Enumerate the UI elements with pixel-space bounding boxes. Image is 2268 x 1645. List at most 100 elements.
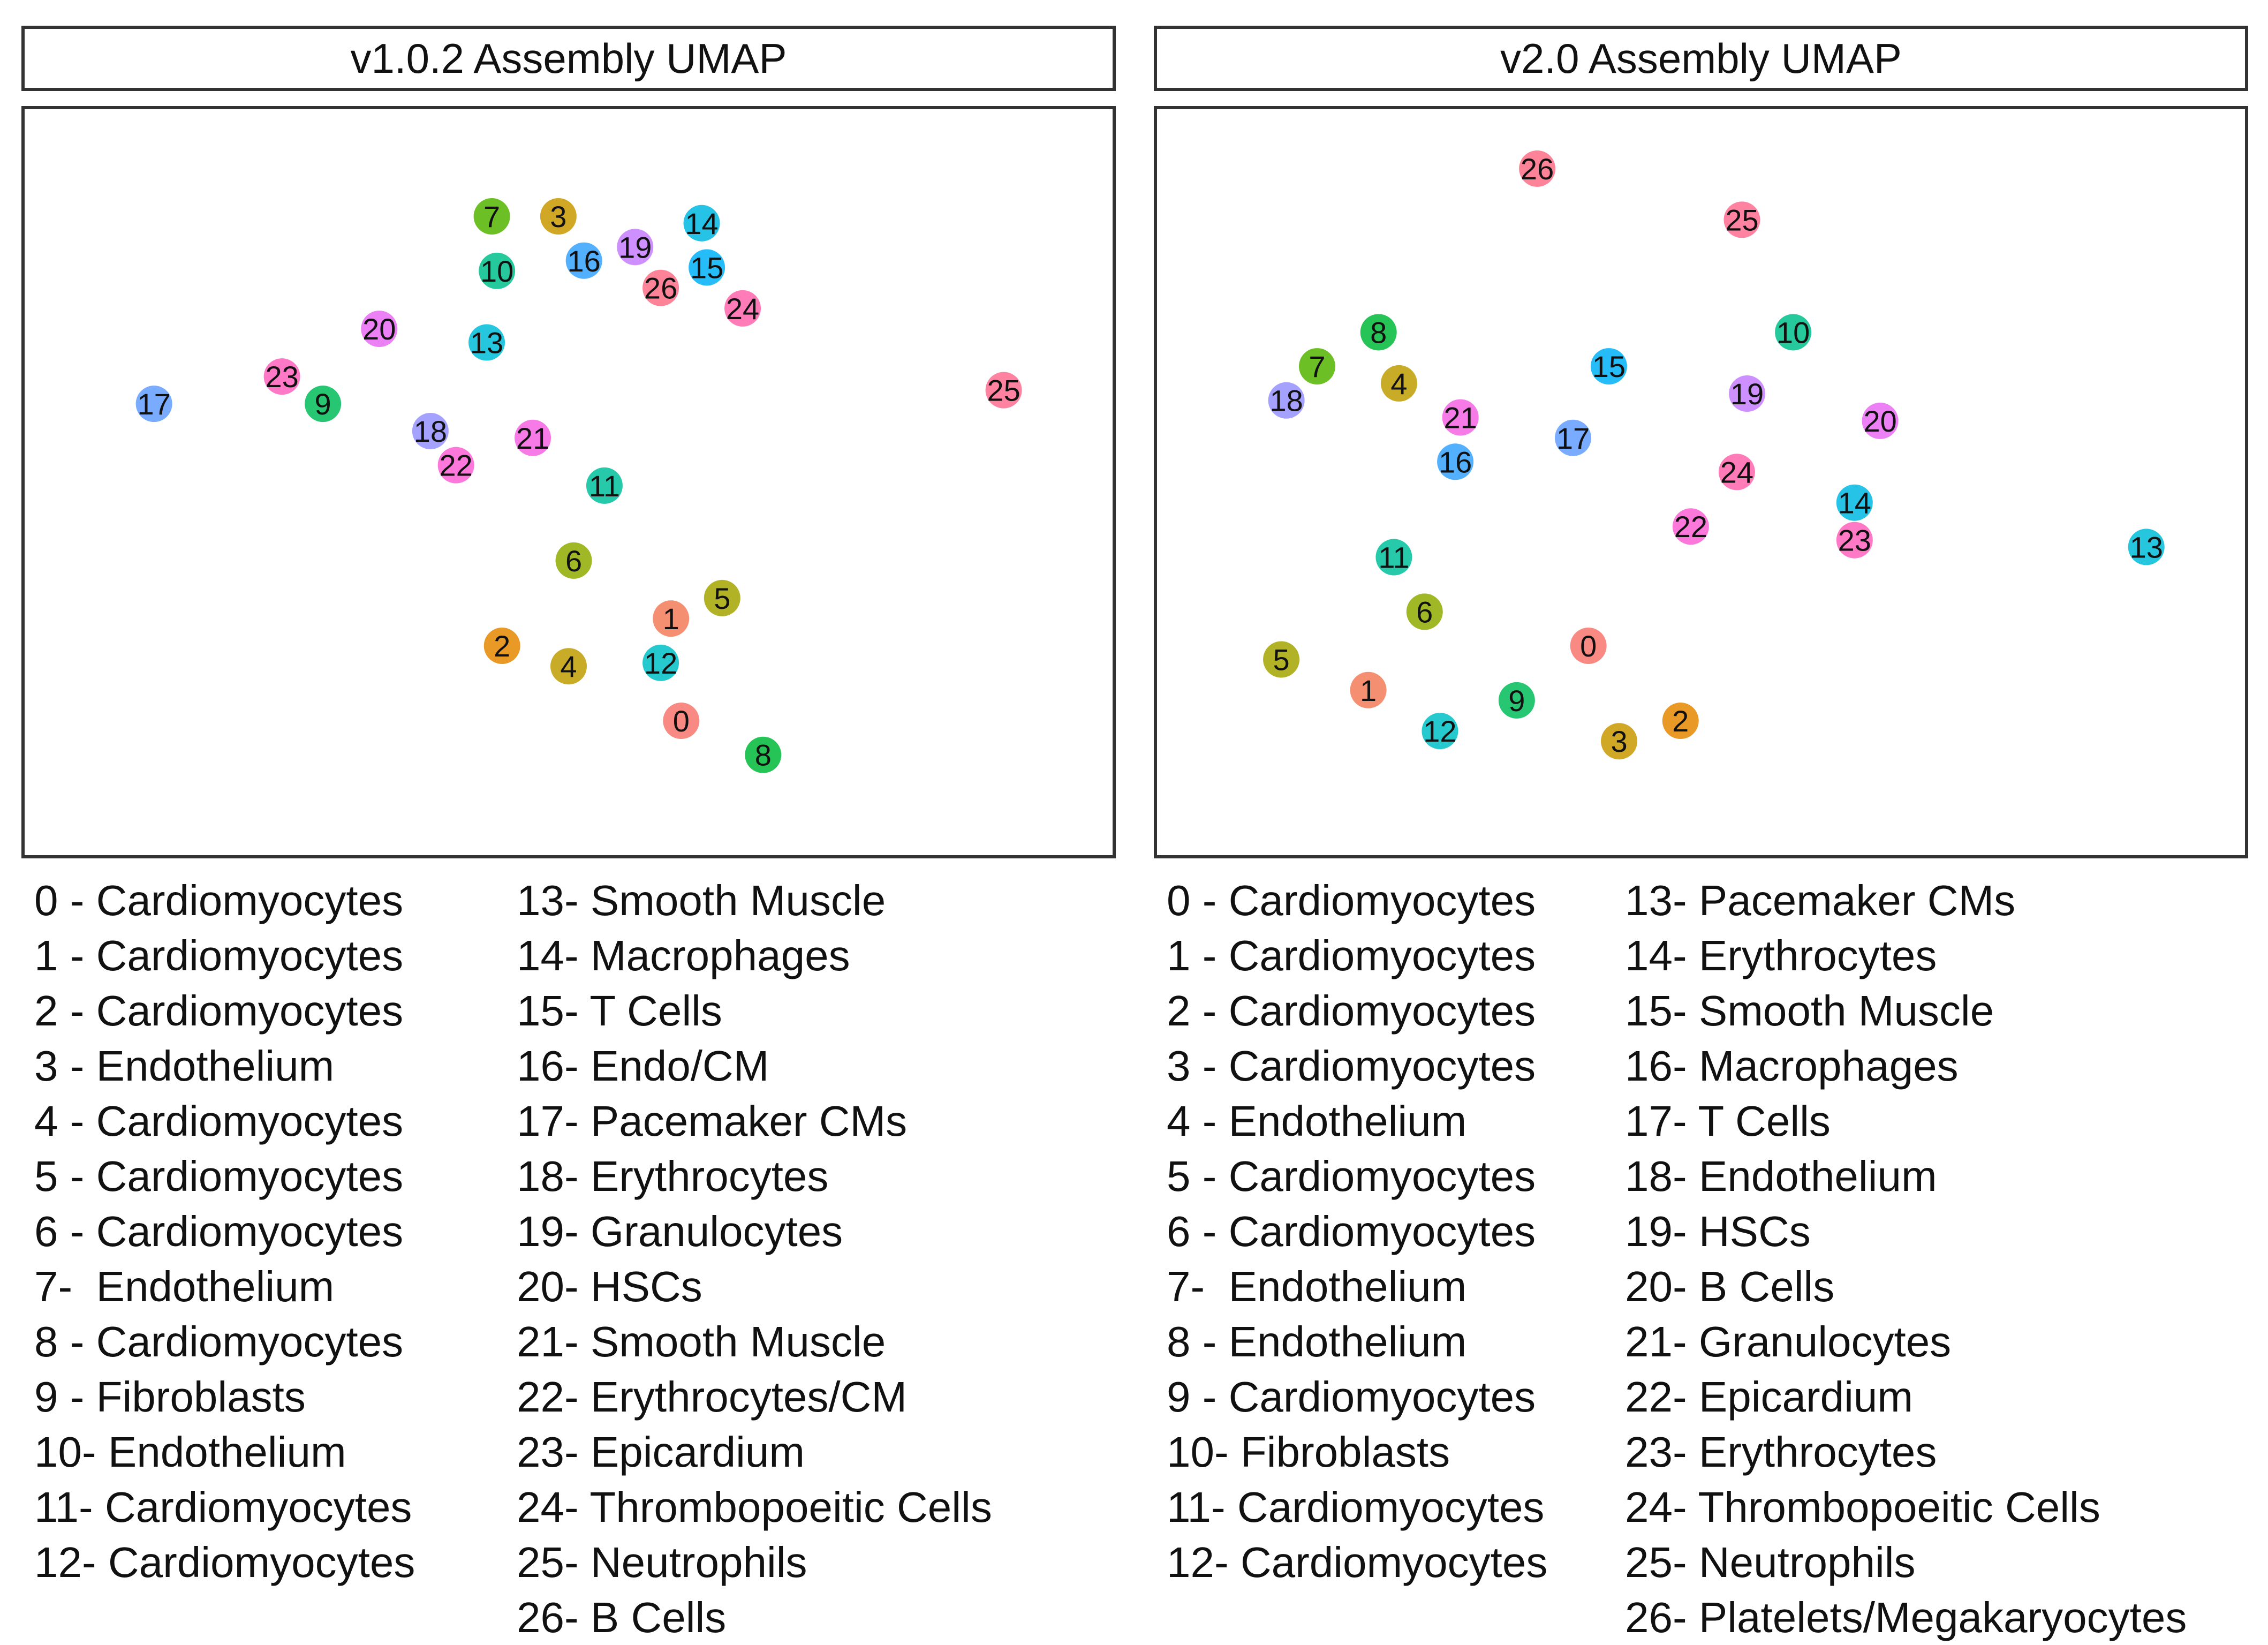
cluster-label: 16 [1439, 445, 1472, 479]
legend-entry: 3 - Endothelium [34, 1042, 335, 1090]
cluster-label: 21 [516, 421, 549, 455]
cluster-label: 22 [1674, 510, 1707, 544]
cluster-point [468, 324, 505, 361]
cluster-point [1360, 314, 1397, 351]
cluster-point [473, 198, 510, 235]
cluster-point [617, 229, 654, 266]
legend-entry: 7- Endothelium [34, 1263, 335, 1310]
legend-entry: 3 - Cardiomyocytes [1167, 1042, 1536, 1090]
cluster-point [135, 386, 172, 422]
legend-column-2: 13- Smooth Muscle 14- Macrophages 15- T … [517, 873, 992, 1645]
cluster-label: 17 [1556, 421, 1590, 455]
legend-entry: 23- Erythrocytes [1625, 1428, 1937, 1476]
cluster-label: 13 [470, 326, 503, 360]
cluster-label: 18 [1269, 384, 1303, 418]
legend-entry: 22- Epicardium [1625, 1373, 1914, 1421]
legend-entry: 11- Cardiomyocytes [1167, 1483, 1545, 1531]
umap-scatter-v1: 0123456789101112131415161718192021222324… [135, 198, 1022, 773]
cluster-point [263, 358, 300, 395]
legend-entry: 14- Erythrocytes [1625, 932, 1937, 979]
legend-entry: 12- Cardiomyocytes [34, 1538, 415, 1586]
cluster-label: 23 [1838, 524, 1871, 557]
cluster-label: 15 [1592, 350, 1626, 383]
legend-column-1: 0 - Cardiomyocytes 1 - Cardiomyocytes 2 … [1167, 873, 1547, 1590]
cluster-label: 11 [589, 469, 620, 503]
cluster-label: 10 [480, 254, 513, 288]
cluster-point [1723, 201, 1760, 238]
cluster-point [305, 386, 342, 422]
legend-column-1: 0 - Cardiomyocytes 1 - Cardiomyocytes 2 … [34, 873, 415, 1590]
cluster-point [642, 269, 679, 306]
cluster-point [555, 542, 592, 579]
umap-plot-area: 0 1 2 3 4 5 6 7 8 9 10 11 12 13 14 15 16 17 18 19 20 21 22 23 24… [1154, 106, 2248, 858]
cluster-label: 5 [714, 582, 730, 615]
legend-entry: 4 - Cardiomyocytes [34, 1097, 404, 1145]
cluster-point [689, 249, 725, 286]
legend-entry: 23- Epicardium [517, 1428, 805, 1476]
legend-entry: 14- Macrophages [517, 932, 850, 979]
cluster-label: 12 [1423, 714, 1456, 748]
cluster-point [1299, 348, 1335, 385]
cluster-point [550, 648, 587, 685]
cluster-label: 2 [494, 629, 510, 663]
legend-column-2: 13- Pacemaker CMs 14- Erythrocytes 15- S… [1625, 873, 2187, 1645]
cluster-label: 12 [644, 646, 677, 680]
cluster-label: 21 [1444, 401, 1477, 435]
legend-entry: 18- Endothelium [1625, 1152, 1937, 1200]
cluster-point [985, 372, 1022, 409]
cluster-point [1442, 399, 1479, 436]
cluster-point [724, 290, 761, 327]
cluster-point [704, 579, 740, 616]
cluster-label: 24 [726, 292, 759, 326]
legend-entry: 20- HSCs [517, 1263, 702, 1310]
legend-entry: 2 - Cardiomyocytes [34, 987, 404, 1035]
cluster-label: 25 [987, 374, 1020, 408]
cluster-point [1672, 508, 1709, 545]
cluster-legend: 0 - Cardiomyocytes 1 - Cardiomyocytes 2 … [21, 873, 1119, 1644]
cluster-label: 9 [1508, 684, 1525, 718]
cluster-label: 17 [137, 387, 170, 421]
cluster-point [515, 419, 551, 456]
cluster-label: 16 [568, 244, 601, 278]
legend-entry: 10- Endothelium [34, 1428, 346, 1476]
umap-panel-v2: v2.0 Assembly UMAP 0 1 2 3 4 5 6 7 8 9 10 11 12 13 14 1… [1154, 0, 2251, 1644]
cluster-point [1718, 454, 1755, 491]
cluster-label: 6 [565, 544, 582, 578]
cluster-point [565, 242, 602, 279]
cluster-label: 24 [1720, 455, 1753, 489]
cluster-point [1437, 443, 1474, 480]
cluster-point [1590, 348, 1627, 385]
cluster-point [1380, 365, 1417, 402]
legend-entry: 19- HSCs [1625, 1208, 1811, 1255]
legend-entry: 24- Thrombopoeitic Cells [1625, 1483, 2100, 1531]
legend-entry: 8 - Endothelium [1167, 1318, 1467, 1365]
legend-entry: 13- Pacemaker CMs [1625, 877, 2016, 924]
cluster-point [1570, 628, 1607, 665]
cluster-point [1555, 419, 1591, 456]
cluster-point [483, 628, 520, 665]
chart-title: v2.0 Assembly UMAP [1154, 26, 2248, 91]
cluster-label: 6 [1416, 595, 1433, 629]
cluster-label: 23 [265, 360, 298, 394]
legend-entry: 13- Smooth Muscle [517, 877, 886, 924]
legend-entry: 24- Thrombopoeitic Cells [517, 1483, 992, 1531]
cluster-point [683, 205, 720, 242]
legend-entry: 26- Platelets/Megakaryocytes [1625, 1594, 2187, 1641]
cluster-label: 4 [1390, 367, 1407, 401]
legend-entry: 15- Smooth Muscle [1625, 987, 1994, 1035]
cluster-label: 3 [1611, 725, 1627, 758]
legend-entry: 0 - Cardiomyocytes [1167, 877, 1536, 924]
legend-entry: 0 - Cardiomyocytes [34, 877, 404, 924]
umap-panel-v1: v1.0.2 Assembly UMAP 0 1 2 3 4 5 6 7 8 9 10 11 12 13 1… [21, 0, 1119, 1644]
cluster-label: 7 [1309, 350, 1325, 383]
cluster-point [1862, 402, 1899, 439]
legend-entry: 12- Cardiomyocytes [1167, 1538, 1548, 1586]
cluster-point [1422, 713, 1458, 750]
legend-entry: 15- T Cells [517, 987, 722, 1035]
legend-entry: 18- Erythrocytes [517, 1152, 829, 1200]
legend-entry: 17- T Cells [1625, 1097, 1831, 1145]
cluster-point [1350, 671, 1387, 708]
cluster-label: 8 [1370, 315, 1387, 349]
chart-title: v1.0.2 Assembly UMAP [21, 26, 1116, 91]
